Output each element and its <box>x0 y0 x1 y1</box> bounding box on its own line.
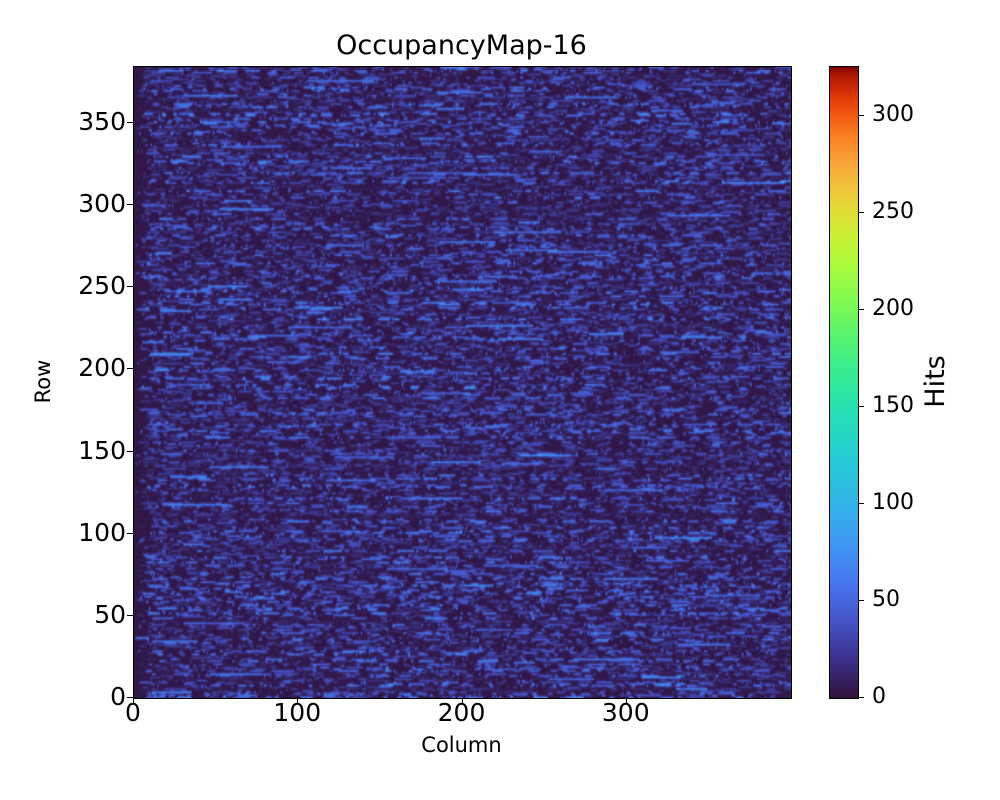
x-axis-label: Column <box>421 733 502 757</box>
colorbar-tick-mark <box>858 502 864 504</box>
y-tick-mark <box>127 368 133 370</box>
x-tick-label: 200 <box>437 698 486 727</box>
y-tick-label: 250 <box>78 271 126 301</box>
colorbar-tick-mark <box>858 697 864 698</box>
colorbar-tick-mark <box>858 599 864 601</box>
colorbar-label: Hits <box>920 355 951 408</box>
colorbar-tick-mark <box>858 211 864 213</box>
y-tick-mark <box>127 121 133 123</box>
heatmap-plot-area[interactable] <box>133 66 792 699</box>
y-tick-mark <box>127 697 133 698</box>
y-tick-label: 350 <box>78 106 126 136</box>
colorbar-tick-label: 300 <box>872 101 914 127</box>
colorbar-tick-label: 50 <box>872 586 900 612</box>
y-tick-label: 150 <box>78 435 126 465</box>
y-axis-label: Row <box>31 359 55 404</box>
colorbar-tick-label: 100 <box>872 489 914 515</box>
colorbar-tick-mark <box>858 405 864 407</box>
x-tick-mark <box>625 698 627 704</box>
y-tick-label: 0 <box>110 682 126 711</box>
x-tick-label: 0 <box>125 698 141 727</box>
y-tick-mark <box>127 532 133 534</box>
x-tick-mark <box>133 698 134 704</box>
y-tick-mark <box>127 614 133 616</box>
y-tick-label: 200 <box>78 353 126 383</box>
colorbar-tick-mark <box>858 114 864 116</box>
colorbar-tick-label: 150 <box>872 392 914 418</box>
x-tick-mark <box>461 698 463 704</box>
colorbar-tick-label: 200 <box>872 295 914 321</box>
x-tick-label: 300 <box>601 698 650 727</box>
colorbar[interactable] <box>829 66 859 699</box>
y-tick-label: 100 <box>78 517 126 547</box>
colorbar-tick-label: 250 <box>872 198 914 224</box>
x-tick-mark <box>297 698 299 704</box>
colorbar-tick-label: 0 <box>872 684 886 709</box>
page-title: OccupancyMap-16 <box>336 30 587 61</box>
colorbar-tick-mark <box>858 308 864 310</box>
y-tick-mark <box>127 286 133 288</box>
x-tick-label: 100 <box>273 698 322 727</box>
heatmap-image <box>134 67 791 698</box>
y-tick-label: 50 <box>94 599 126 629</box>
y-tick-mark <box>127 450 133 452</box>
y-tick-label: 300 <box>78 189 126 219</box>
colorbar-gradient <box>830 67 858 698</box>
y-tick-mark <box>127 204 133 206</box>
